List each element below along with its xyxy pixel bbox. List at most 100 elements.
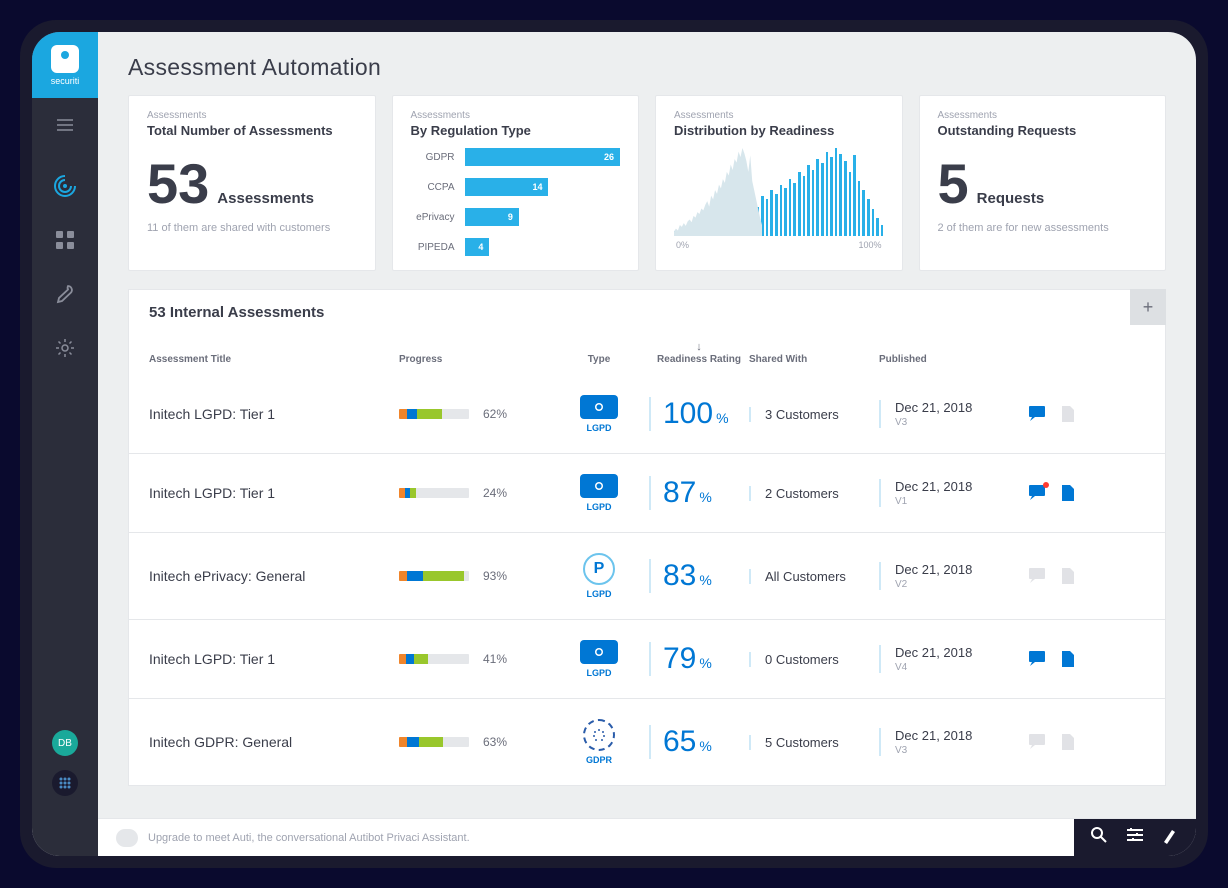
nav-settings-icon[interactable] — [49, 332, 81, 364]
col-owners[interactable]: Owners — [1109, 354, 1166, 365]
progress-bar — [399, 654, 469, 664]
dist-bar — [858, 181, 861, 236]
dist-bar — [793, 183, 796, 236]
table-row[interactable]: Initech GDPR: General 63% GDPR 65% 5 Cus… — [128, 699, 1166, 786]
type-label: LGPD — [586, 589, 611, 599]
brand-name: securiti — [51, 76, 80, 86]
document-icon[interactable] — [1059, 733, 1077, 751]
dist-bar — [849, 172, 852, 236]
pub-version: V2 — [895, 579, 1029, 590]
table-row[interactable]: Initech ePrivacy: General 93% PLGPD 83% … — [128, 533, 1166, 620]
col-readiness[interactable]: ↓Readiness Rating — [649, 341, 749, 365]
chat-icon[interactable] — [1029, 733, 1047, 751]
card-label: Assessments — [147, 110, 357, 121]
chat-bubble-icon[interactable] — [116, 829, 138, 847]
bar-label: ePrivacy — [411, 212, 455, 223]
shared-value: All Customers — [749, 569, 879, 584]
progress-bar — [399, 488, 469, 498]
dist-bar — [881, 225, 884, 236]
document-icon[interactable] — [1059, 484, 1077, 502]
dist-bar — [835, 148, 838, 236]
dist-bar — [826, 152, 829, 236]
filter-icon[interactable] — [1126, 826, 1144, 849]
row-title: Initech ePrivacy: General — [149, 568, 399, 584]
dist-bar — [798, 172, 801, 236]
col-title[interactable]: Assessment Title — [149, 354, 399, 365]
nav-wrench-icon[interactable] — [49, 278, 81, 310]
outstanding-number: 5 — [938, 156, 969, 212]
card-outstanding: Assessments Outstanding Requests 5 Reque… — [919, 95, 1167, 271]
bar-label: CCPA — [411, 182, 455, 193]
pub-date: Dec 21, 2018 — [895, 645, 1029, 660]
type-stars-icon — [583, 719, 615, 751]
chat-icon[interactable] — [1029, 484, 1047, 502]
document-icon[interactable] — [1059, 650, 1077, 668]
type-label: GDPR — [586, 755, 612, 765]
dist-bar — [766, 199, 769, 236]
dist-bar — [789, 179, 792, 236]
type-flag-icon — [580, 474, 618, 498]
dist-bar — [803, 176, 806, 237]
col-progress[interactable]: Progress — [399, 354, 549, 365]
tool-icon[interactable] — [1162, 826, 1180, 849]
shared-value: 5 Customers — [749, 735, 879, 750]
progress-bar — [399, 737, 469, 747]
type-flag-icon — [580, 395, 618, 419]
rating-value: 100 — [663, 397, 713, 431]
user-avatar[interactable]: DB — [52, 730, 78, 756]
col-published[interactable]: Published — [879, 354, 1029, 365]
col-shared[interactable]: Shared With — [749, 354, 879, 365]
rating-value: 65 — [663, 725, 696, 759]
logo-icon — [51, 45, 79, 73]
card-regulation-type: Assessments By Regulation Type GDPR 26CC… — [392, 95, 640, 271]
table-row[interactable]: Initech LGPD: Tier 1 41% LGPD 79% 0 Cust… — [128, 620, 1166, 699]
bar-label: PIPEDA — [411, 242, 455, 253]
card-title: Outstanding Requests — [938, 123, 1148, 138]
page-title: Assessment Automation — [128, 54, 1166, 81]
table-row[interactable]: Initech LGPD: Tier 1 62% LGPD 100% 3 Cus… — [128, 375, 1166, 454]
rating-pct: % — [716, 410, 728, 426]
hamburger-menu[interactable] — [50, 110, 80, 140]
row-title: Initech GDPR: General — [149, 734, 399, 750]
nav-dashboard-icon[interactable] — [49, 224, 81, 256]
dist-bar — [867, 199, 870, 236]
type-label: LGPD — [586, 423, 611, 433]
row-title: Initech LGPD: Tier 1 — [149, 406, 399, 422]
axis-min: 0% — [676, 240, 689, 250]
chat-icon[interactable] — [1029, 405, 1047, 423]
bar-value: 26 — [604, 152, 614, 162]
pub-date: Dec 21, 2018 — [895, 728, 1029, 743]
bar-value: 9 — [508, 212, 513, 222]
apps-icon[interactable] — [52, 770, 78, 796]
col-type[interactable]: Type — [549, 354, 649, 365]
outstanding-unit: Requests — [977, 190, 1045, 207]
rating-pct: % — [699, 489, 711, 505]
chat-icon[interactable] — [1029, 650, 1047, 668]
pub-version: V4 — [895, 662, 1029, 673]
card-total-assessments: Assessments Total Number of Assessments … — [128, 95, 376, 271]
nav-radar-icon[interactable] — [49, 170, 81, 202]
table-row[interactable]: Initech LGPD: Tier 1 24% LGPD 87% 2 Cust… — [128, 454, 1166, 533]
pub-date: Dec 21, 2018 — [895, 562, 1029, 577]
search-icon[interactable] — [1090, 826, 1108, 849]
progress-value: 24% — [483, 486, 507, 500]
brand-logo[interactable]: securiti — [32, 32, 98, 98]
type-label: LGPD — [586, 502, 611, 512]
progress-bar — [399, 409, 469, 419]
rating-pct: % — [699, 738, 711, 754]
card-label: Assessments — [674, 110, 884, 121]
card-title: Total Number of Assessments — [147, 123, 357, 138]
dist-bar — [816, 159, 819, 236]
dist-bar — [784, 188, 787, 236]
pub-date: Dec 21, 2018 — [895, 479, 1029, 494]
chat-icon[interactable] — [1029, 567, 1047, 585]
progress-value: 93% — [483, 569, 507, 583]
document-icon[interactable] — [1059, 567, 1077, 585]
add-button[interactable]: + — [1130, 289, 1166, 325]
progress-value: 62% — [483, 407, 507, 421]
dist-bar — [876, 218, 879, 236]
document-icon[interactable] — [1059, 405, 1077, 423]
card-title: Distribution by Readiness — [674, 123, 884, 138]
pub-date: Dec 21, 2018 — [895, 400, 1029, 415]
dist-bar — [770, 190, 773, 236]
